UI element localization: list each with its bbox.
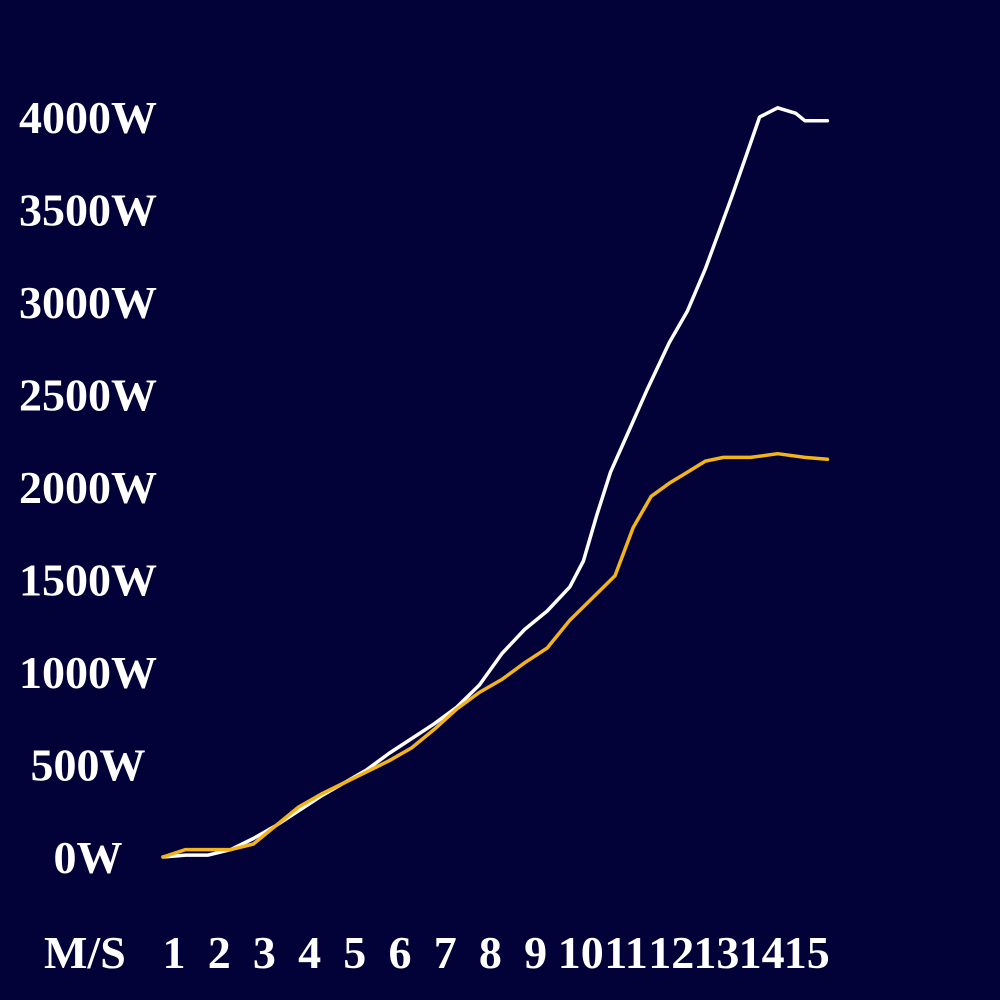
y-tick-label: 2000W	[19, 462, 157, 513]
x-tick-label: 13	[693, 927, 739, 978]
y-tick-label: 500W	[31, 740, 146, 791]
y-tick-label: 1500W	[19, 555, 157, 606]
series-line-2	[161, 451, 830, 859]
x-tick-label: 14	[739, 927, 785, 978]
x-tick-label: 8	[479, 927, 502, 978]
x-tick-label: 1	[163, 927, 186, 978]
x-tick-label: 6	[389, 927, 412, 978]
y-tick-label: 4000W	[19, 92, 157, 143]
series-lines	[161, 106, 830, 859]
x-axis-unit-label: M/S	[44, 927, 126, 978]
x-axis-ticks: M/S 1 2 3 4 5 6 7 8 9 10 11 12 13 14 15	[44, 927, 830, 978]
x-tick-label: 12	[648, 927, 694, 978]
x-tick-label: 2	[208, 927, 231, 978]
x-tick-label: 15	[784, 927, 830, 978]
x-tick-label: 7	[434, 927, 457, 978]
y-tick-label: 3000W	[19, 277, 157, 328]
x-tick-label: 4	[298, 927, 321, 978]
y-tick-label: 3500W	[19, 185, 157, 236]
x-tick-label: 9	[524, 927, 547, 978]
x-tick-label: 10	[558, 927, 604, 978]
x-tick-label: 11	[604, 927, 647, 978]
series-line-1	[161, 106, 830, 859]
y-tick-label: 0W	[54, 832, 123, 883]
y-axis-ticks: 0W 500W 1000W 1500W 2000W 2500W 3000W 3500W 4000…	[19, 92, 157, 883]
y-tick-label: 2500W	[19, 370, 157, 421]
y-tick-label: 1000W	[19, 647, 157, 698]
x-tick-label: 5	[343, 927, 366, 978]
x-tick-label: 3	[253, 927, 276, 978]
